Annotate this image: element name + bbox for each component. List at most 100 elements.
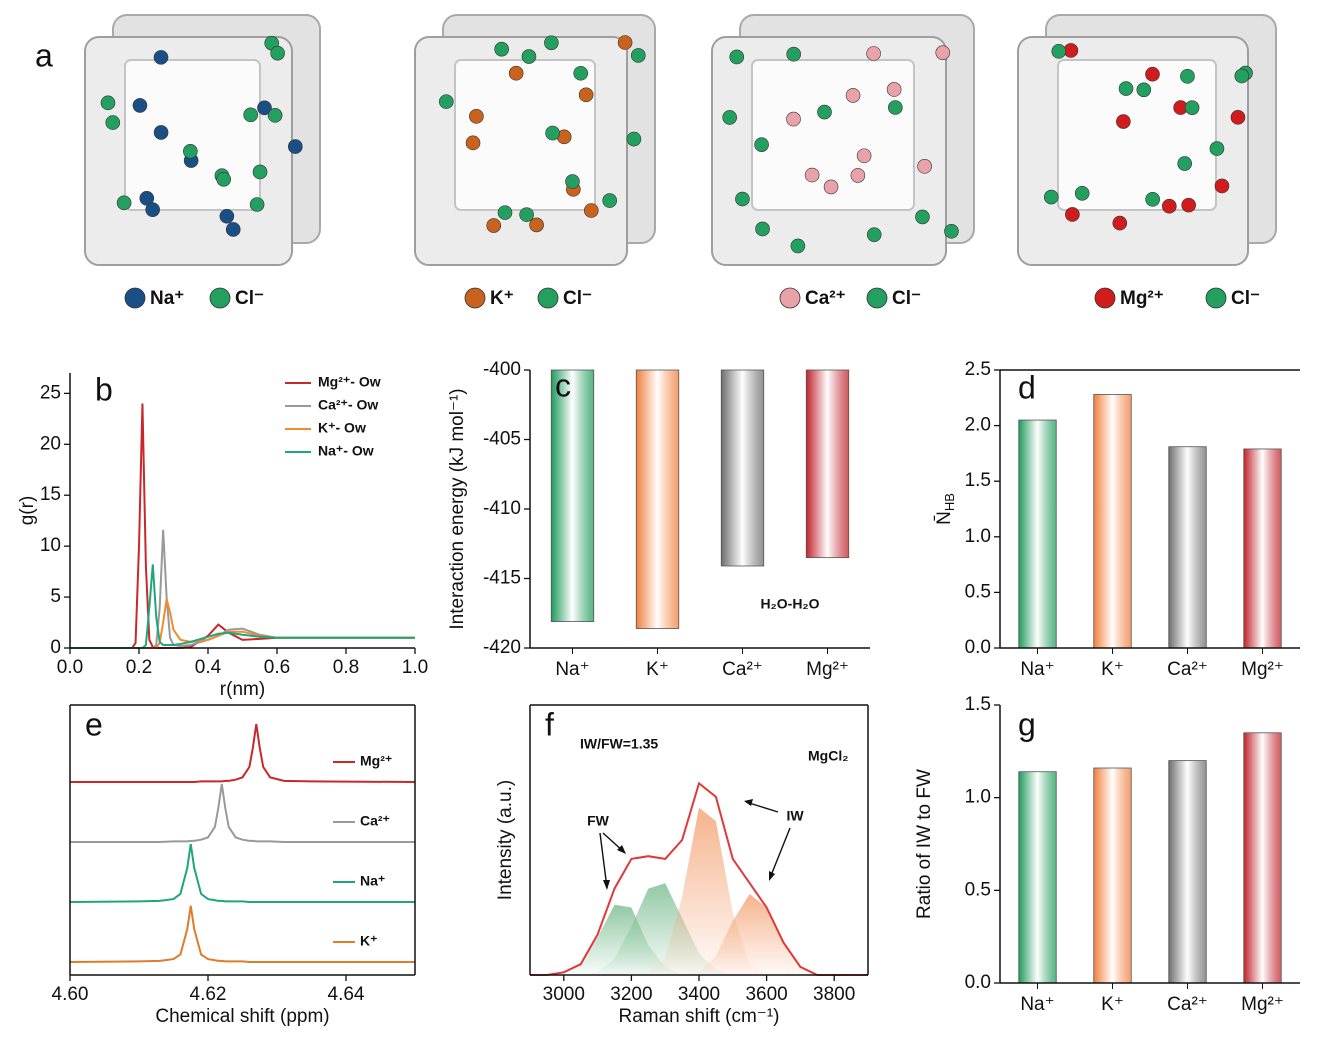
x-tick-label: K⁺ — [1101, 659, 1124, 680]
y-tick-label: 0.0 — [965, 972, 991, 993]
ion — [217, 172, 231, 186]
annotation: IW — [786, 808, 804, 824]
x-tick-label: Ca²⁺ — [1167, 659, 1208, 680]
ion — [1210, 142, 1224, 156]
x-tick-label: 0.6 — [264, 657, 290, 678]
y-tick-label: 0 — [50, 637, 61, 658]
x-tick-label: Mg²⁺ — [1241, 994, 1284, 1015]
x-tick-label: Mg²⁺ — [1241, 659, 1284, 680]
x-tick-label: Mg²⁺ — [806, 659, 849, 680]
ion — [288, 140, 302, 154]
y-tick-label: -405 — [483, 429, 521, 450]
ion — [466, 136, 480, 150]
ion — [851, 168, 865, 182]
y-tick-label: 1.5 — [965, 470, 991, 491]
x-tick-label: 3800 — [813, 984, 855, 1005]
arrow-head — [769, 871, 775, 881]
y-tick-label: 1.5 — [965, 694, 991, 715]
panel-label: e — [85, 706, 103, 742]
arrow — [770, 828, 790, 878]
ion — [627, 132, 641, 146]
x-tick-label: Na⁺ — [555, 659, 589, 680]
legend-label: K⁺- Oᴡ — [318, 420, 366, 436]
arrow — [600, 833, 607, 888]
ion — [250, 197, 264, 211]
panel-label: a — [35, 37, 53, 73]
bar — [1094, 394, 1132, 648]
panel-label: c — [555, 367, 571, 403]
y-tick-label: 2.5 — [965, 359, 991, 380]
ion — [1182, 198, 1196, 212]
ion — [101, 96, 115, 110]
ion — [1044, 190, 1058, 204]
ion — [253, 165, 267, 179]
legend-label: Na⁺ — [150, 288, 184, 309]
x-axis-label: r(nm) — [220, 679, 265, 700]
y-axis-label: Interaction energy (kJ mol⁻¹) — [447, 388, 468, 629]
x-tick-label: 0.2 — [126, 657, 152, 678]
ion — [498, 206, 512, 220]
ion — [154, 125, 168, 139]
y-tick-label: 2.0 — [965, 415, 991, 436]
ion — [787, 47, 801, 61]
ion — [487, 219, 501, 233]
bar — [636, 370, 679, 629]
ion — [735, 192, 749, 206]
ion — [730, 50, 744, 64]
box-inner — [125, 60, 260, 210]
ion — [1113, 216, 1127, 230]
ion — [1116, 115, 1130, 129]
x-tick-label: 0.8 — [333, 657, 359, 678]
bar — [1169, 447, 1207, 648]
x-axis-label: Chemical shift (ppm) — [155, 1006, 329, 1027]
ion — [867, 47, 881, 61]
bar — [721, 370, 764, 566]
ion — [133, 98, 147, 112]
ion — [1185, 101, 1199, 115]
x-tick-label: 3000 — [543, 984, 585, 1005]
series-line — [70, 564, 415, 648]
y-tick-label: 0.0 — [965, 637, 991, 658]
ion — [439, 95, 453, 109]
legend-label: Mg²⁺ — [360, 753, 392, 769]
y-tick-label: 25 — [40, 382, 61, 403]
y-axis-label-part: HB — [942, 493, 957, 511]
ion — [522, 50, 536, 64]
y-axis-label: N̄HB — [934, 493, 957, 525]
legend-marker — [1095, 288, 1115, 308]
ion — [1162, 199, 1176, 213]
arrow-head — [603, 880, 610, 890]
x-axis-label: Raman shift (cm⁻¹) — [619, 1006, 780, 1027]
y-tick-label: 1.0 — [965, 787, 991, 808]
legend-label: Na⁺ — [360, 873, 385, 889]
legend-marker — [210, 288, 230, 308]
x-tick-label: 4.60 — [52, 984, 89, 1005]
legend-label: Ca²⁺ — [360, 813, 390, 829]
legend-label: Cl⁻ — [892, 288, 921, 309]
y-tick-label: 1.0 — [965, 526, 991, 547]
y-tick-label: 15 — [40, 484, 61, 505]
ion — [1146, 192, 1160, 206]
ion — [1075, 186, 1089, 200]
x-tick-label: Na⁺ — [1020, 659, 1054, 680]
y-tick-label: 0.5 — [965, 581, 991, 602]
x-tick-label: Ca²⁺ — [722, 659, 763, 680]
ion — [146, 203, 160, 217]
y-axis-label: g(r) — [17, 496, 38, 526]
panel-label: f — [545, 706, 554, 742]
legend-label: Ca²⁺- Oᴡ — [318, 397, 378, 413]
x-tick-label: 4.64 — [328, 984, 365, 1005]
ion — [584, 204, 598, 218]
ion — [1146, 67, 1160, 81]
ion — [755, 138, 769, 152]
ion — [106, 116, 120, 130]
y-tick-label: 0.5 — [965, 879, 991, 900]
y-axis-label: Ratio of IW to FW — [914, 769, 935, 919]
ion — [1137, 83, 1151, 97]
ion — [1119, 82, 1133, 96]
ion — [936, 46, 950, 60]
y-axis-label: Intensity (a.u.) — [495, 780, 516, 900]
y-tick-label: -415 — [483, 568, 521, 589]
x-tick-label: K⁺ — [1101, 994, 1124, 1015]
ion — [183, 144, 197, 158]
